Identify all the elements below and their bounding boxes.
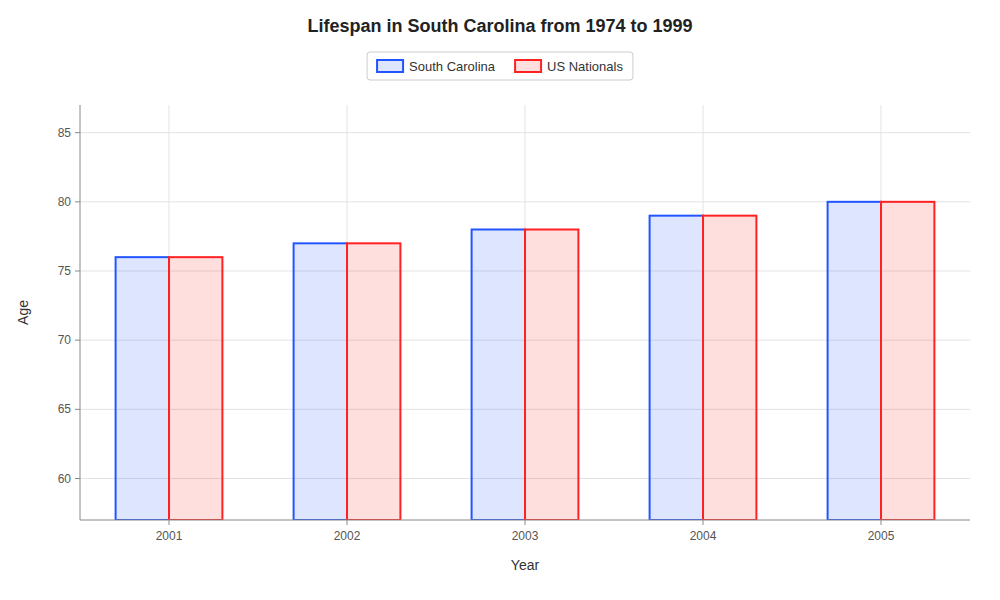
bars <box>116 202 935 520</box>
bar <box>881 202 934 520</box>
y-tick <box>75 478 80 479</box>
x-tick <box>881 520 882 525</box>
legend-label: US Nationals <box>547 59 623 74</box>
x-tick <box>169 520 170 525</box>
legend-swatch <box>515 60 541 72</box>
y-tick <box>75 132 80 133</box>
y-tick-label: 60 <box>58 472 72 486</box>
y-tick-label: 65 <box>58 402 72 416</box>
legend-item: South Carolina <box>377 59 496 74</box>
bar <box>472 230 525 521</box>
legend-box <box>367 52 633 80</box>
bar <box>169 257 222 520</box>
x-tick-label: 2004 <box>690 529 717 543</box>
title: Lifespan in South Carolina from 1974 to … <box>307 16 692 36</box>
x-tick <box>703 520 704 525</box>
y-axis-label: Age <box>15 300 31 325</box>
y-axis: 60 65 70 75 80 85 <box>58 126 80 486</box>
x-tick <box>525 520 526 525</box>
y-tick <box>75 409 80 410</box>
x-tick-label: 2003 <box>512 529 539 543</box>
y-axis-line <box>80 105 81 520</box>
x-tick-label: 2001 <box>156 529 183 543</box>
chart-svg: 60 65 70 75 80 85 2001 2002 2003 2004 2005 Lifespan… <box>0 0 1000 600</box>
x-axis-line <box>80 520 970 521</box>
y-tick <box>75 271 80 272</box>
y-tick-label: 75 <box>58 264 72 278</box>
legend-item: US Nationals <box>515 59 623 74</box>
chart-container: 60 65 70 75 80 85 2001 2002 2003 2004 2005 Lifespan… <box>0 0 1000 600</box>
y-tick-label: 70 <box>58 333 72 347</box>
x-axis: 2001 2002 2003 2004 2005 <box>156 520 895 543</box>
y-tick-label: 80 <box>58 195 72 209</box>
bar <box>650 216 703 520</box>
legend-swatch <box>377 60 403 72</box>
y-tick-label: 85 <box>58 126 72 140</box>
legend-label: South Carolina <box>409 59 496 74</box>
y-tick <box>75 201 80 202</box>
bar <box>347 243 400 520</box>
y-tick <box>75 340 80 341</box>
legend: South Carolina US Nationals <box>367 52 633 80</box>
bar <box>828 202 881 520</box>
x-tick-label: 2002 <box>334 529 361 543</box>
grid <box>80 105 970 520</box>
x-axis-label: Year <box>511 557 540 573</box>
bar <box>525 230 578 521</box>
x-tick-label: 2005 <box>868 529 895 543</box>
bar <box>703 216 756 520</box>
bar <box>116 257 169 520</box>
x-tick <box>347 520 348 525</box>
bar <box>294 243 347 520</box>
